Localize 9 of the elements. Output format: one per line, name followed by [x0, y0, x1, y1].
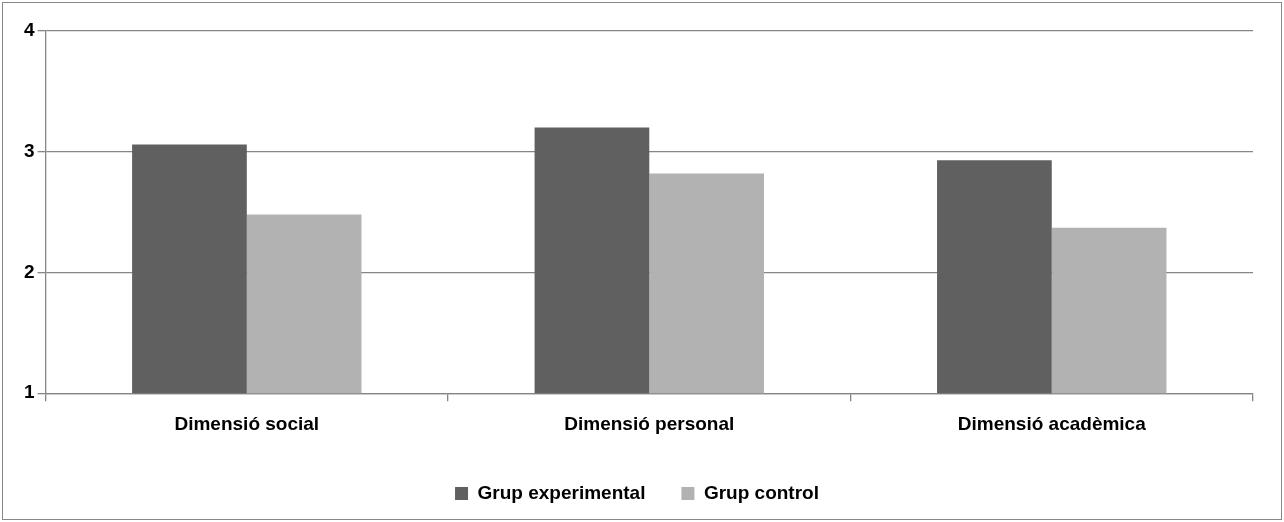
y-tick-label: 2	[23, 260, 35, 282]
x-tick-label: Dimensió acadèmica	[957, 412, 1147, 434]
y-tick-label: 1	[23, 381, 35, 403]
y-tick-label: 4	[23, 19, 35, 41]
y-tick-label: 3	[23, 139, 35, 161]
legend-label: Grup experimental	[477, 481, 646, 503]
x-tick-label: Dimensió personal	[564, 412, 735, 434]
legend-label: Grup control	[703, 481, 819, 503]
x-tick-label: Dimensió social	[174, 412, 320, 434]
